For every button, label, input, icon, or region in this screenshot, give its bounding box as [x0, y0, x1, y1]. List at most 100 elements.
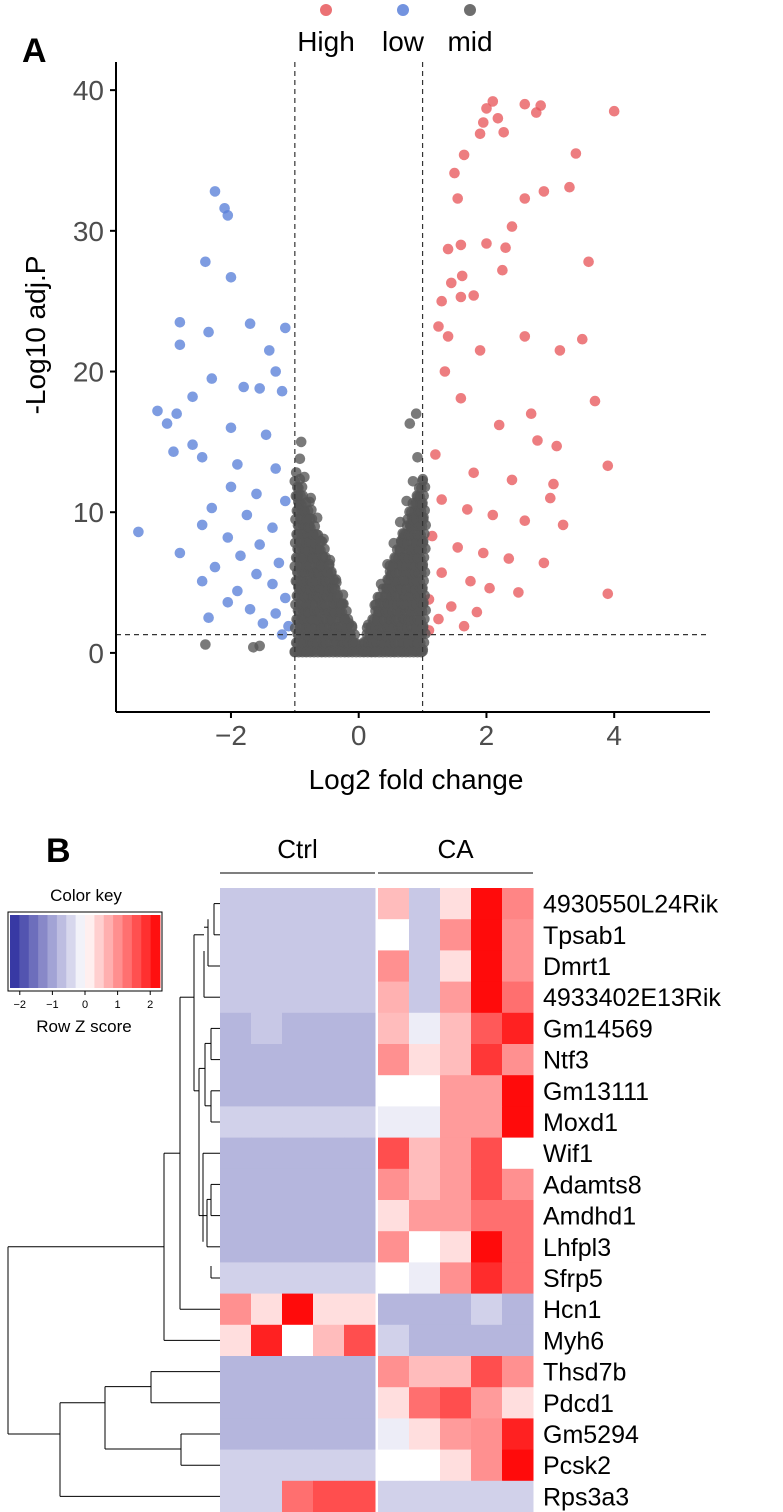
heatmap-cell-moxd1-5: [378, 1106, 410, 1139]
point-low-13: [238, 381, 249, 393]
point-low-24: [196, 452, 208, 463]
point-high-31: [455, 291, 467, 303]
heatmap-cell-amdhd1-1: [251, 1200, 283, 1232]
heatmap-cell-moxd1-3: [313, 1106, 345, 1139]
heatmap-cell-thsd7b-4: [344, 1356, 376, 1388]
heatmap-cell-hcn1-5: [378, 1293, 410, 1326]
heatmap-cell-amdhd1-2: [282, 1200, 314, 1232]
heatmap-cell-hcn1-4: [344, 1293, 376, 1326]
point-high-23: [500, 242, 511, 253]
heatmap-cell-pcsk2-6: [409, 1449, 441, 1482]
mid-cloud-point-699: [417, 622, 429, 634]
point-high-19: [458, 149, 470, 161]
mid-cloud-point-713: [418, 513, 429, 525]
heatmap-cell-sfrp5-4: [344, 1262, 376, 1295]
point-high-1: [602, 588, 614, 600]
heatmap-row-adamts8: [220, 1168, 534, 1201]
panel-b-label: B: [46, 832, 71, 870]
legend-label-mid: mid: [447, 26, 492, 57]
mid-cloud-point-311: [330, 584, 341, 595]
heatmap-cell-gm13111-9: [502, 1075, 534, 1107]
point-high-5: [577, 333, 588, 345]
point-low-35: [222, 532, 234, 543]
heatmap-cell-pdcd1-6: [409, 1387, 441, 1419]
point-high-22: [506, 221, 518, 232]
heatmap-cell-dmrt1-3: [313, 950, 345, 983]
legend-dot-mid: [464, 4, 476, 16]
color-key-xlabel: Row Z score: [36, 1017, 131, 1036]
point-high-40: [551, 440, 562, 452]
heatmap-row-sfrp5: [220, 1262, 534, 1295]
heatmap-cell-4930550l24rik-6: [409, 888, 441, 920]
heatmap-cell-gm14569-5: [378, 1012, 410, 1045]
heatmap-cell-lhfpl3-5: [378, 1231, 410, 1263]
point-low-43: [267, 578, 278, 590]
heatmap-cell-lhfpl3-0: [220, 1231, 252, 1263]
point-high-20: [449, 167, 460, 179]
heatmap-cell-pdcd1-5: [378, 1387, 410, 1419]
color-key-band-7: [75, 915, 86, 988]
gene-label-pdcd1: Pdcd1: [543, 1390, 614, 1418]
color-key: Color key −2 −1 0 1 2 Row Z score: [7, 886, 163, 1036]
point-high-4: [589, 395, 601, 407]
heatmap-cell-rps3a3-6: [409, 1480, 441, 1512]
heatmap-cell-4933402e13rik-4: [344, 981, 376, 1014]
point-low-10: [174, 339, 186, 351]
heatmap-cell-sfrp5-9: [502, 1262, 534, 1295]
gene-label-hcn1: Hcn1: [543, 1296, 601, 1324]
heatmap-cell-hcn1-8: [471, 1293, 503, 1326]
heatmap-cell-rps3a3-4: [344, 1480, 376, 1512]
heatmap-cell-pcsk2-9: [502, 1449, 534, 1482]
heatmap-cell-4930550l24rik-5: [378, 888, 410, 920]
point-high-32: [468, 290, 480, 301]
point-low-17: [171, 408, 182, 420]
point-high-62: [433, 613, 444, 625]
point-high-16: [564, 181, 575, 193]
point-high-13: [498, 127, 510, 138]
heatmap-cell-thsd7b-0: [220, 1356, 252, 1388]
heatmap-cell-wif1-8: [471, 1137, 503, 1170]
heatmap-row-myh6: [220, 1324, 534, 1357]
heatmap-cell-amdhd1-3: [313, 1200, 345, 1232]
mid-cloud-point-708: [418, 552, 430, 563]
heatmap-row-pcsk2: [220, 1449, 534, 1482]
point-high-39: [532, 435, 543, 446]
heatmap-cell-wif1-2: [282, 1137, 314, 1170]
gene-label-thsd7b: Thsd7b: [543, 1359, 626, 1387]
heatmap-cell-pdcd1-1: [251, 1387, 283, 1419]
heatmap-cell-pdcd1-7: [440, 1387, 472, 1419]
point-low-11: [270, 366, 282, 377]
point-low-27: [225, 481, 237, 493]
point-high-58: [513, 587, 524, 598]
series-high: [423, 96, 620, 636]
heatmap-cell-myh6-8: [471, 1324, 503, 1357]
heatmap-cell-thsd7b-3: [313, 1356, 345, 1388]
heatmap-cell-gm13111-7: [440, 1075, 472, 1107]
heatmap-cell-4933402e13rik-1: [251, 981, 283, 1014]
heatmap-cell-rps3a3-2: [282, 1480, 314, 1512]
heatmap-cell-thsd7b-5: [378, 1356, 410, 1388]
point-high-41: [430, 449, 441, 460]
volcano-plot: [133, 96, 620, 658]
heatmap-cell-amdhd1-5: [378, 1200, 410, 1232]
legend-label-low: low: [382, 26, 425, 57]
heatmap-cell-myh6-1: [251, 1324, 283, 1357]
heatmap-cell-adamts8-2: [282, 1168, 314, 1201]
heatmap-cell-tpsab1-7: [440, 919, 472, 951]
heatmap-cell-pcsk2-3: [313, 1449, 345, 1482]
legend-dot-high: [320, 4, 332, 16]
heatmap-cell-ntf3-1: [251, 1044, 283, 1076]
heatmap-cell-moxd1-4: [344, 1106, 376, 1139]
heatmap-cell-gm5294-6: [409, 1418, 441, 1451]
heatmap-cell-sfrp5-0: [220, 1262, 252, 1295]
point-low-23: [168, 446, 179, 458]
point-low-16: [187, 391, 198, 403]
color-key-tick-label: 0: [82, 999, 88, 1011]
heatmap-cell-ntf3-9: [502, 1044, 534, 1076]
point-low-42: [196, 575, 208, 587]
heatmap-cell-4933402e13rik-2: [282, 981, 314, 1014]
heatmap-cell-adamts8-3: [313, 1168, 345, 1201]
heatmap-cell-amdhd1-8: [471, 1200, 503, 1232]
group-headers: Ctrl CA: [220, 834, 533, 874]
color-key-tick-label: 1: [115, 999, 121, 1011]
